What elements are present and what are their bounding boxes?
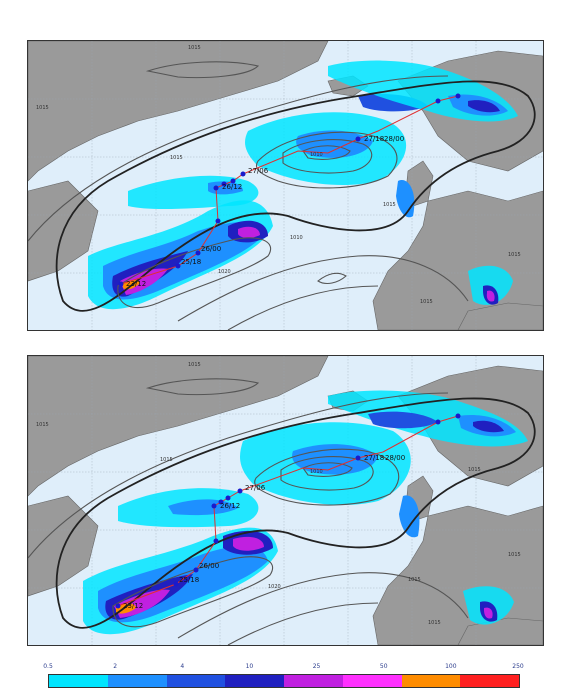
track-point (195, 250, 201, 256)
isobar-label: 1015 (170, 155, 183, 161)
track-label: 27/18 (364, 454, 384, 462)
track-label: 26/12 (222, 183, 242, 191)
isobar-labels-top: 1015 1015 1010 1015 1015 1020 1010 1015 … (36, 45, 521, 305)
track-point (225, 495, 231, 501)
isobar-label: 1015 (383, 202, 396, 208)
track-label: 23/12 (126, 280, 146, 288)
isobar-label: 1015 (188, 362, 201, 368)
track-point (455, 413, 461, 419)
colorbar-segment (49, 675, 108, 687)
track-point (435, 419, 441, 425)
greenland-land (28, 41, 329, 182)
isobar-label: 1020 (268, 584, 281, 590)
isobar-label: 1015 (428, 620, 441, 626)
track-point (237, 488, 243, 494)
track-point (215, 218, 221, 224)
storm-track-bottom: 23/12 25/18 26/00 26/12 27/06 27/18 28/0… (115, 413, 461, 610)
colorbar-segment (460, 675, 519, 687)
map-panel-top: 23/12 25/18 26/00 26/12 27/06 27/18 28/0… (27, 40, 544, 331)
colorbar-segment (401, 675, 461, 687)
track-label: 23/12 (123, 602, 143, 610)
track-point (221, 181, 227, 187)
track-label: 27/06 (245, 484, 266, 492)
isobars-top (28, 61, 536, 330)
map-panel-bottom: 23/12 25/18 26/00 26/12 27/06 27/18 28/0… (27, 355, 544, 646)
colorbar-tick: 100 (445, 663, 457, 670)
isobar-label: 1015 (36, 422, 49, 428)
isobar-label: 1020 (218, 269, 231, 275)
isobar-label: 1015 (420, 299, 433, 305)
africa-land (457, 302, 543, 330)
greenland-land (28, 356, 329, 497)
isobar-label: 1015 (508, 552, 521, 558)
track-point (355, 136, 361, 142)
track-point (173, 581, 179, 587)
precipitation-colorbar (48, 674, 520, 688)
track-label: 25/18 (179, 576, 199, 584)
colorbar-tick: 10 (245, 663, 254, 670)
isobar-label: 1015 (160, 457, 173, 463)
isobar-label: 1010 (310, 152, 323, 158)
isobar-labels-bottom: 1015 1015 1015 1010 1015 1015 1020 1015 … (36, 362, 521, 626)
track-point (218, 499, 224, 505)
africa-land (457, 617, 543, 645)
colorbar-tick: 2 (113, 663, 118, 670)
track-point (355, 455, 361, 461)
isobar-label: 1015 (468, 467, 481, 473)
colorbar-tick: 4 (180, 663, 185, 670)
colorbar-segment (225, 675, 284, 687)
isobar-label: 1015 (188, 45, 201, 51)
colorbar-segment (107, 675, 167, 687)
isobar-label: 1015 (408, 577, 421, 583)
track-label: 27/18 (364, 135, 384, 143)
isobar-label: 1015 (508, 252, 521, 258)
track-point (213, 538, 219, 544)
isobar-label: 1010 (310, 469, 323, 475)
track-point (118, 281, 124, 287)
track-point (193, 567, 199, 573)
track-point (175, 263, 181, 269)
track-point (115, 603, 121, 609)
track-point (230, 178, 236, 184)
colorbar-tick: 25 (312, 663, 321, 670)
isobars-bottom (28, 378, 536, 645)
colorbar-tick: 50 (379, 663, 388, 670)
track-label: 25/18 (181, 258, 201, 266)
track-label: 28/00 (384, 135, 404, 143)
track-point (211, 503, 217, 509)
storm-track-top: 23/12 25/18 26/00 26/12 27/06 27/18 28/0… (118, 93, 461, 288)
colorbar-tick: 0.5 (43, 663, 53, 670)
colorbar-labels: 0.5 2 4 10 25 50 100 250 (43, 663, 524, 673)
isobar-label: 1015 (36, 105, 49, 111)
track-point (435, 98, 441, 104)
track-label: 28/00 (385, 454, 405, 462)
track-point (455, 93, 461, 99)
colorbar-segment (166, 675, 226, 687)
precipitation-map-bottom: 23/12 25/18 26/00 26/12 27/06 27/18 28/0… (28, 356, 543, 645)
colorbar-segment (342, 675, 402, 687)
track-label: 26/12 (220, 502, 240, 510)
track-label: 26/00 (201, 245, 221, 253)
colorbar-tick: 250 (512, 663, 524, 670)
track-label: 26/00 (199, 562, 219, 570)
isobar-label: 1010 (290, 235, 303, 241)
track-point (213, 185, 219, 191)
track-label: 27/06 (248, 167, 269, 175)
precipitation-map-top: 23/12 25/18 26/00 26/12 27/06 27/18 28/0… (28, 41, 543, 330)
track-point (240, 171, 246, 177)
colorbar-segment (284, 675, 343, 687)
